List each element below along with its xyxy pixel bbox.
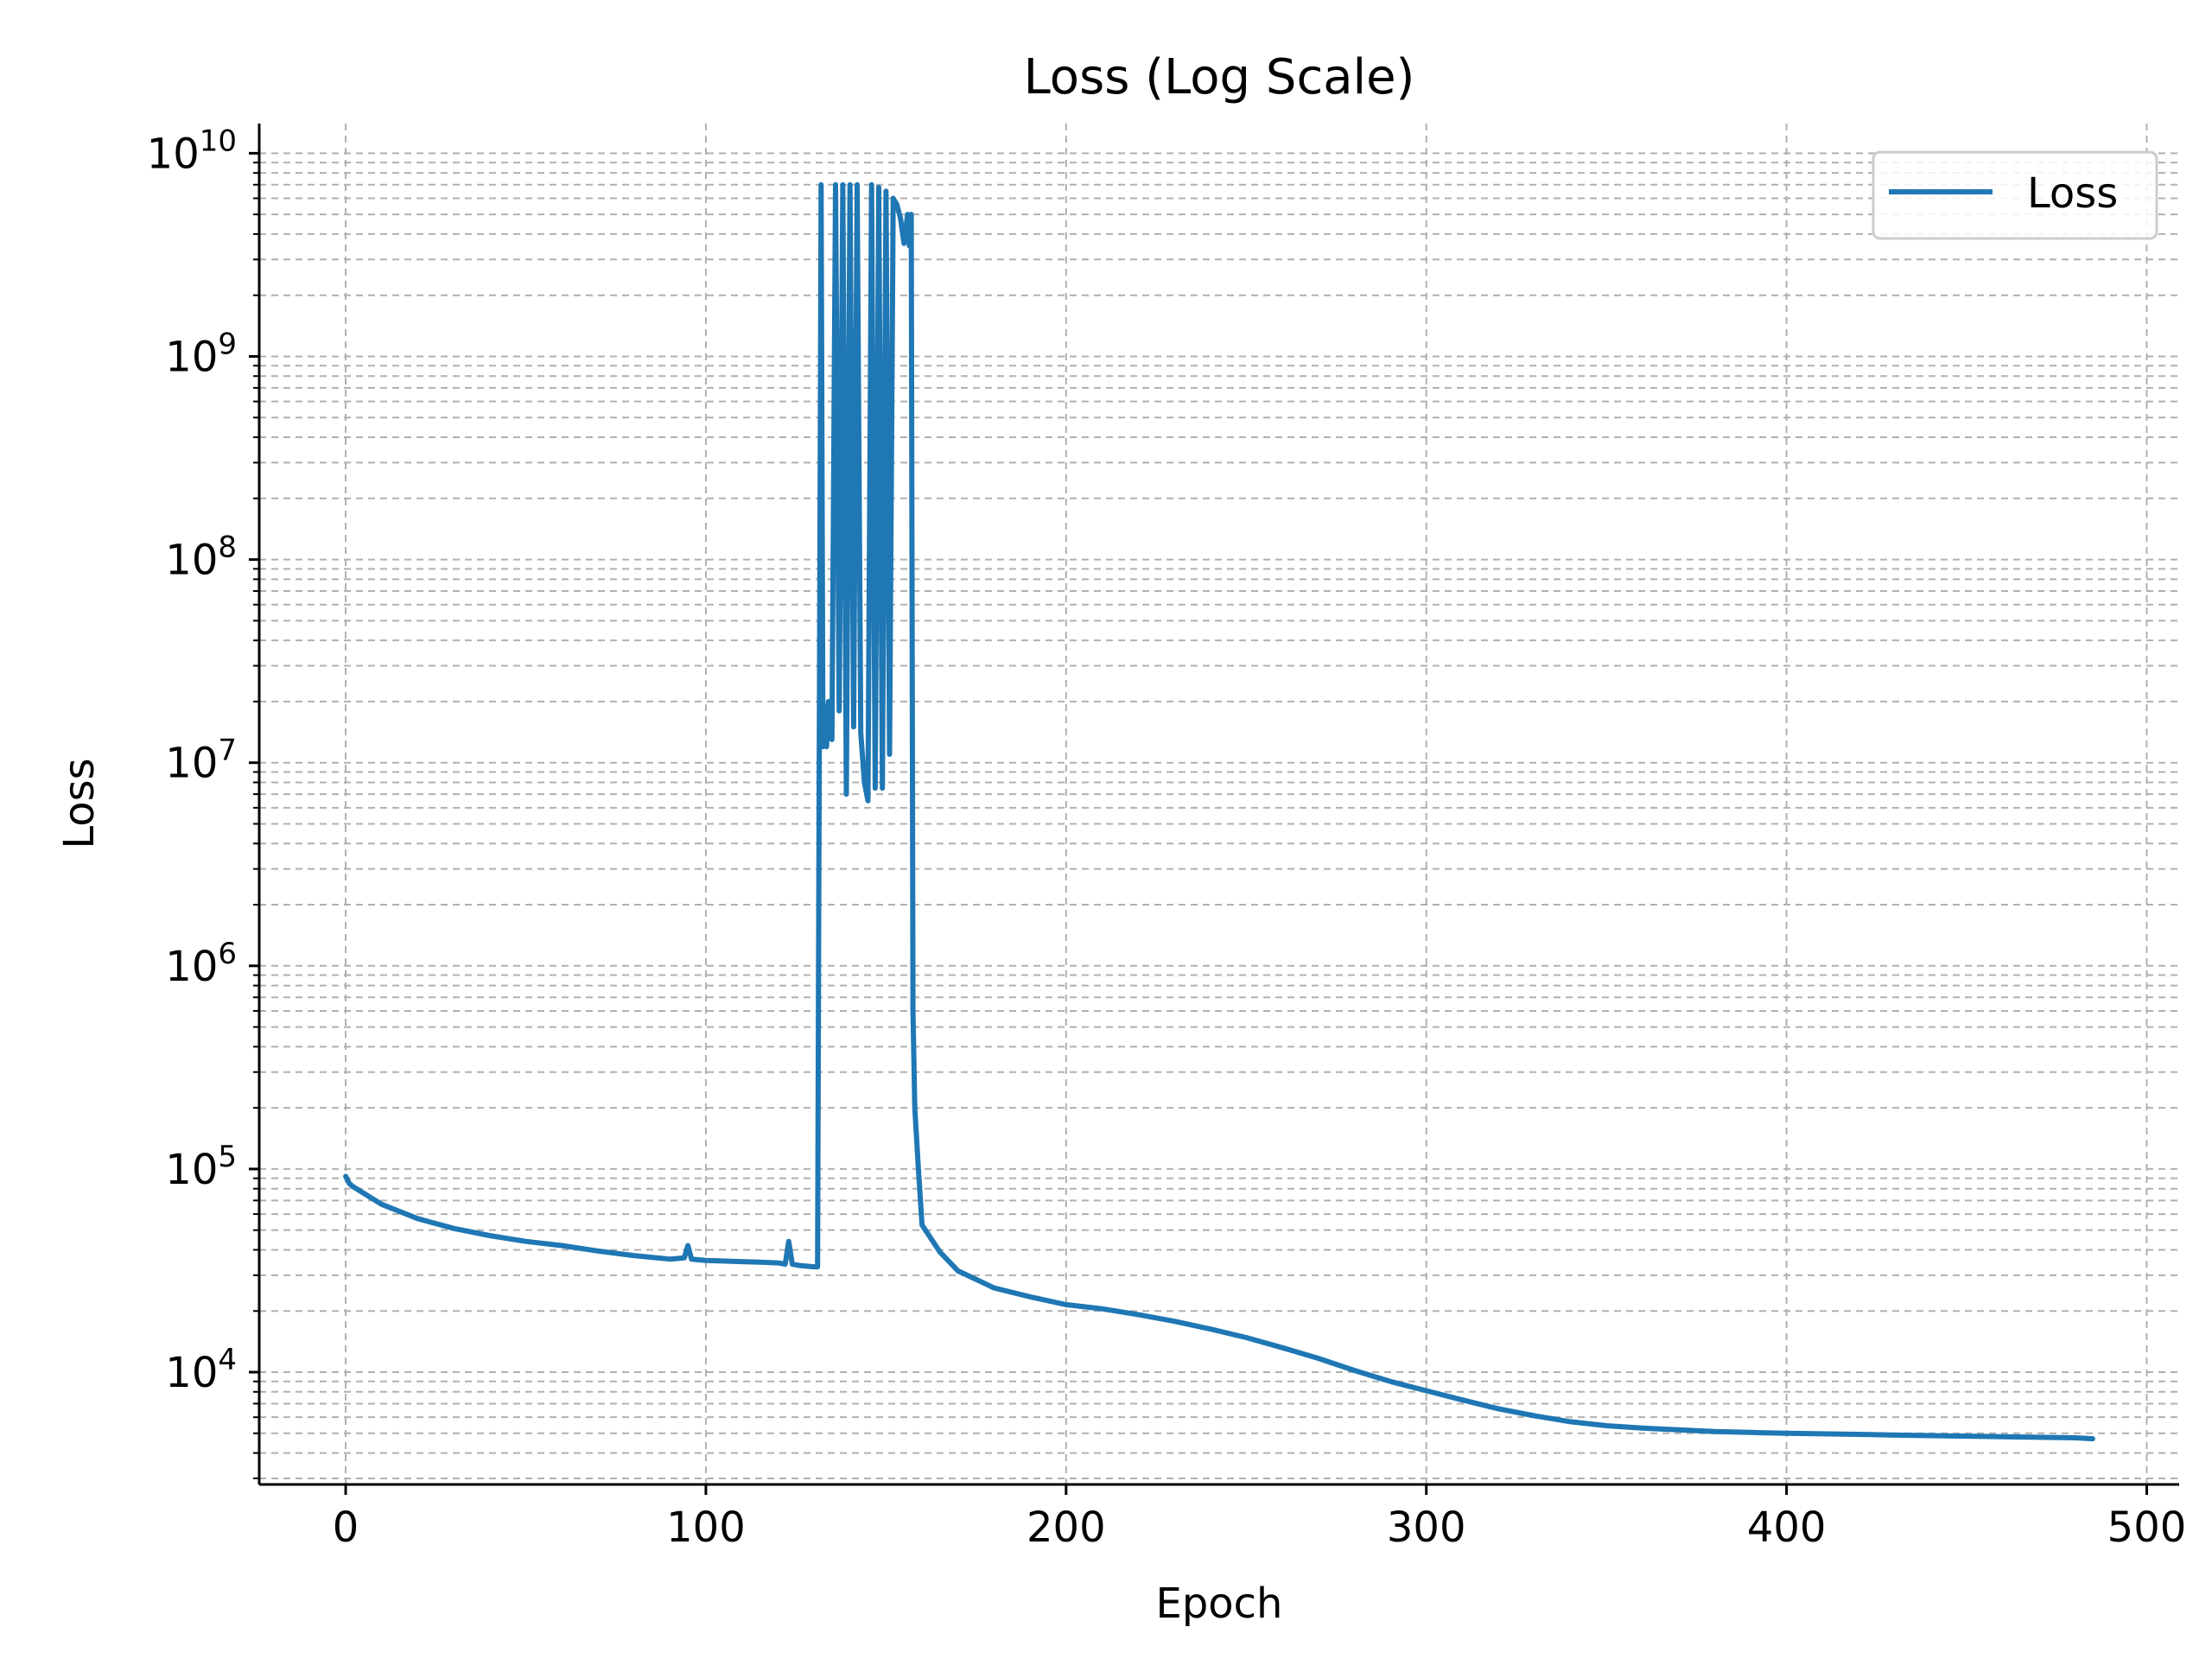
chart-title: Loss (Log Scale) bbox=[1024, 49, 1415, 105]
axes bbox=[257, 124, 2179, 1486]
x-tick-label: 0 bbox=[333, 1503, 359, 1552]
y-tick-label: 1010 bbox=[147, 124, 237, 178]
grid-lines bbox=[259, 124, 2179, 1484]
x-tick-label: 100 bbox=[666, 1503, 746, 1552]
tick-marks bbox=[249, 151, 2148, 1495]
y-tick-label: 109 bbox=[165, 327, 237, 381]
x-tick-label: 400 bbox=[1747, 1503, 1827, 1552]
y-tick-label: 107 bbox=[165, 734, 237, 788]
y-axis-label: Loss bbox=[55, 758, 104, 849]
y-tick-label: 104 bbox=[165, 1343, 237, 1397]
x-tick-label: 200 bbox=[1027, 1503, 1106, 1552]
x-tick-label: 500 bbox=[2107, 1503, 2187, 1552]
legend-frame bbox=[1872, 150, 2158, 240]
y-tick-label: 108 bbox=[165, 531, 237, 585]
x-tick-label: 300 bbox=[1387, 1503, 1466, 1552]
y-tick-label: 105 bbox=[165, 1140, 237, 1194]
series-loss bbox=[343, 181, 2095, 1442]
loss-line bbox=[343, 181, 2095, 1442]
x-axis-label: Epoch bbox=[1156, 1580, 1283, 1628]
y-tick-label: 106 bbox=[165, 937, 237, 991]
y-tick-labels: 104 105 106 107 108 109 1010 bbox=[147, 124, 237, 1397]
legend-label-loss: Loss bbox=[2027, 169, 2118, 218]
x-tick-labels: 0 100 200 300 400 500 bbox=[333, 1503, 2187, 1552]
legend: Loss bbox=[1872, 150, 2158, 240]
